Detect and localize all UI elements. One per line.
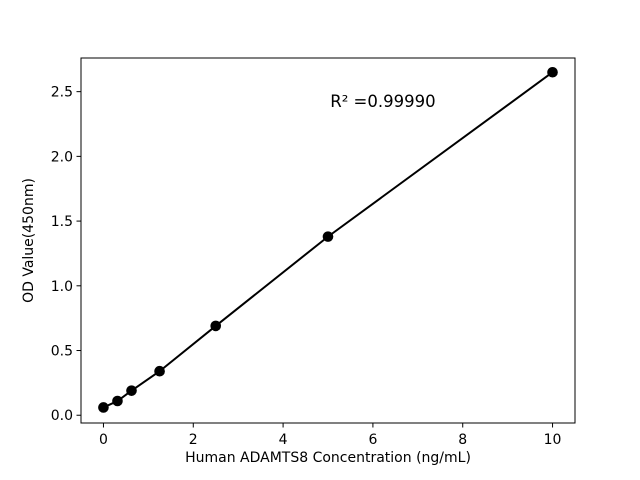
y-tick-label: 1.0 — [51, 279, 73, 295]
data-point — [322, 231, 334, 242]
x-tick-label: 2 — [189, 432, 198, 448]
data-point — [154, 365, 165, 377]
data-point — [126, 385, 137, 396]
data-point — [98, 402, 109, 413]
data-point — [547, 66, 558, 78]
x-tick-label: 4 — [279, 432, 288, 448]
y-tick-label: 2.5 — [51, 85, 73, 101]
y-tick-label: 2.0 — [51, 149, 73, 165]
x-axis-label: Human ADAMTS8 Concentration (ng/mL) — [185, 450, 471, 466]
y-tick-label: 1.5 — [51, 214, 73, 230]
data-point — [210, 320, 222, 332]
r-squared-annotation: R² =0.99990 — [330, 92, 435, 111]
x-tick-label: 6 — [368, 432, 377, 448]
data-point — [112, 395, 123, 407]
x-tick-label: 10 — [544, 432, 562, 448]
y-axis-label: OD Value(450nm) — [21, 178, 37, 303]
y-tick-label: 0.0 — [51, 408, 73, 424]
x-tick-label: 8 — [458, 432, 467, 448]
y-tick-label: 0.5 — [51, 344, 73, 360]
x-tick-label: 0 — [99, 432, 108, 448]
